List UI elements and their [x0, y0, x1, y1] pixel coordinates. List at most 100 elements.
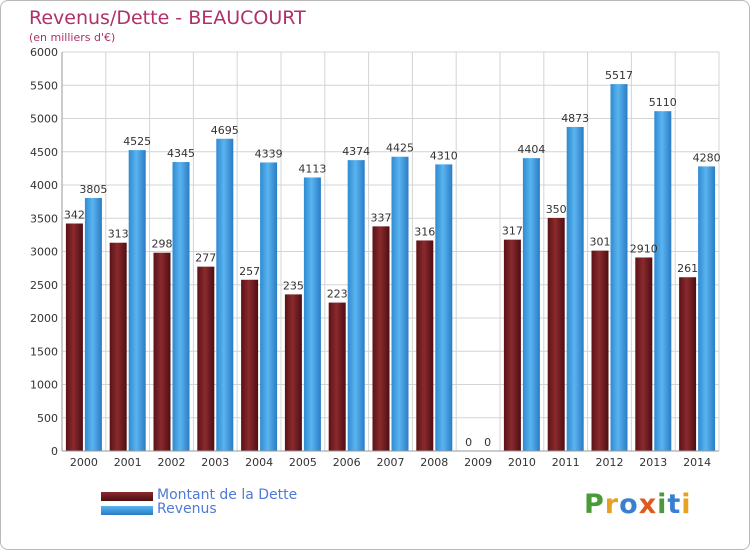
- data-label-revenus: 4113: [298, 162, 326, 175]
- bar-dette: [372, 226, 390, 451]
- data-label-revenus: 4310: [430, 149, 458, 162]
- data-label-dette: 317: [502, 225, 523, 238]
- x-tick-label: 2000: [70, 456, 98, 469]
- y-tick-label: 500: [37, 412, 58, 425]
- proxiti-logo: Proxiti: [584, 489, 692, 520]
- legend-swatch-dette: [101, 492, 153, 501]
- x-tick-label: 2004: [245, 456, 273, 469]
- data-label-revenus: 4345: [167, 147, 195, 160]
- chart-subtitle: (en milliers d'€): [29, 31, 116, 44]
- data-label-dette: 277: [195, 252, 216, 265]
- data-label-dette: 257: [239, 265, 260, 278]
- data-label-dette: 337: [371, 211, 392, 224]
- bar-dette: [591, 250, 609, 451]
- y-tick-label: 5500: [30, 79, 58, 92]
- data-label-revenus: 5517: [605, 69, 633, 82]
- data-label-dette: 301: [590, 236, 611, 249]
- bar-dette: [284, 294, 302, 451]
- data-label-dette: 261: [677, 262, 698, 275]
- logo-letter: r: [604, 489, 620, 520]
- y-tick-label: 1000: [30, 379, 58, 392]
- x-tick-label: 2001: [114, 456, 142, 469]
- x-tick-label: 2011: [552, 456, 580, 469]
- y-tick-label: 1500: [30, 345, 58, 358]
- x-tick-label: 2008: [420, 456, 448, 469]
- x-tick-label: 2002: [158, 456, 186, 469]
- logo-letter: o: [619, 489, 639, 520]
- bar-revenus: [522, 158, 540, 451]
- data-label-revenus: 3805: [79, 183, 107, 196]
- x-tick-label: 2013: [639, 456, 667, 469]
- bar-revenus: [347, 160, 365, 451]
- chart-title: Revenus/Dette - BEAUCOURT: [29, 7, 306, 29]
- legend-label-revenus: Revenus: [157, 501, 217, 517]
- x-tick-label: 2010: [508, 456, 536, 469]
- legend-swatch-revenus: [101, 506, 153, 515]
- logo-letter: x: [638, 489, 658, 520]
- bar-revenus: [566, 126, 584, 452]
- bar-revenus: [610, 84, 628, 451]
- bar-dette: [65, 223, 83, 451]
- legend-label-dette: Montant de la Dette: [157, 487, 298, 503]
- x-tick-label: 2005: [289, 456, 317, 469]
- bar-dette: [416, 240, 434, 451]
- y-tick-label: 5000: [30, 113, 58, 126]
- bar-revenus: [435, 164, 453, 451]
- bar-dette: [197, 266, 215, 451]
- y-tick-label: 2000: [30, 312, 58, 325]
- bar-revenus: [216, 138, 234, 451]
- bar-revenus: [172, 162, 190, 451]
- bar-dette: [328, 302, 346, 451]
- data-label-revenus: 4280: [693, 151, 721, 164]
- y-tick-label: 0: [51, 445, 58, 458]
- data-label-dette: 0: [465, 436, 472, 449]
- data-label-revenus: 4525: [123, 135, 151, 148]
- bar-dette: [635, 257, 653, 451]
- x-tick-label: 2014: [683, 456, 711, 469]
- bar-dette: [547, 217, 565, 451]
- bar-dette: [503, 239, 521, 451]
- data-label-revenus: 4695: [211, 124, 239, 137]
- bar-revenus: [303, 177, 321, 451]
- data-label-dette: 2910: [630, 242, 658, 255]
- data-label-dette: 298: [152, 238, 173, 251]
- data-label-dette: 223: [327, 288, 348, 301]
- data-label-dette: 342: [64, 209, 85, 222]
- data-label-revenus: 5110: [649, 96, 677, 109]
- y-tick-label: 3000: [30, 246, 58, 259]
- logo-letter: P: [584, 489, 605, 520]
- y-tick-label: 4500: [30, 146, 58, 159]
- y-tick-label: 6000: [30, 46, 58, 59]
- data-label-revenus: 4425: [386, 142, 414, 155]
- data-label-revenus: 4339: [255, 147, 283, 160]
- data-label-dette: 350: [546, 203, 567, 216]
- data-label-revenus: 0: [484, 436, 491, 449]
- data-label-revenus: 4374: [342, 145, 370, 158]
- x-tick-label: 2007: [377, 456, 405, 469]
- y-tick-label: 2500: [30, 279, 58, 292]
- logo-letter: i: [657, 489, 668, 520]
- logo-letter: i: [681, 489, 692, 520]
- bar-revenus: [698, 166, 716, 451]
- data-label-revenus: 4404: [517, 143, 545, 156]
- bar-dette: [153, 252, 171, 451]
- logo-letter: t: [667, 489, 682, 520]
- bar-revenus: [260, 162, 278, 452]
- bar-revenus: [391, 156, 409, 452]
- data-label-revenus: 4873: [561, 112, 589, 125]
- data-label-dette: 313: [108, 228, 129, 241]
- x-tick-label: 2012: [596, 456, 624, 469]
- x-tick-label: 2009: [464, 456, 492, 469]
- bar-dette: [679, 277, 697, 451]
- x-tick-label: 2006: [333, 456, 361, 469]
- bar-revenus: [84, 197, 102, 451]
- bar-dette: [241, 279, 259, 451]
- bar-revenus: [128, 150, 146, 451]
- bar-dette: [109, 242, 127, 451]
- y-tick-label: 3500: [30, 212, 58, 225]
- data-label-dette: 316: [414, 225, 435, 238]
- bar-revenus: [654, 111, 672, 451]
- data-label-dette: 235: [283, 279, 304, 292]
